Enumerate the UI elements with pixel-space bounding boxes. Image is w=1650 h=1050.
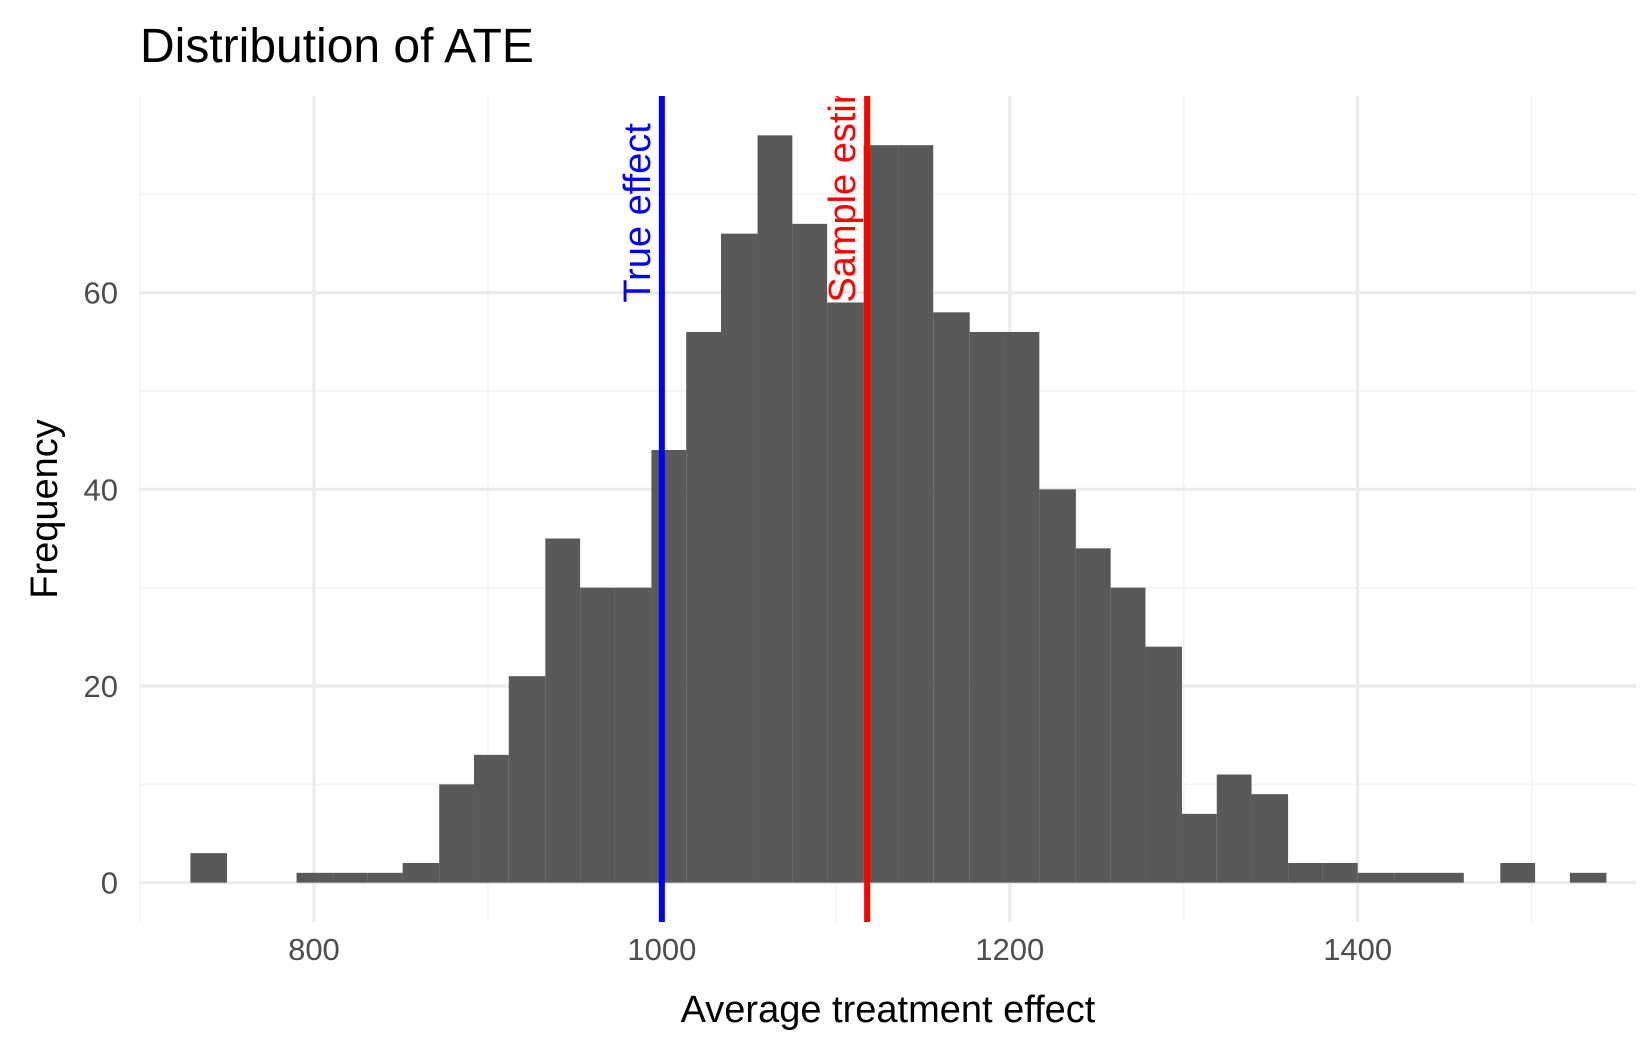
- histogram-bar: [1428, 872, 1464, 883]
- sample-estimate-label: Sample estimate: [822, 20, 864, 303]
- y-axis-ticks: 0 20 40 60: [84, 276, 118, 901]
- histogram-bar: [1145, 646, 1182, 883]
- histogram-bar: [969, 332, 1005, 883]
- histogram-bar: [333, 872, 368, 883]
- histogram-bar: [190, 853, 227, 883]
- histogram-bar: [545, 538, 581, 883]
- histogram-bar: [1181, 813, 1217, 883]
- y-tick-label: 40: [84, 472, 118, 507]
- reference-line-labels: True effect Sample estimate: [617, 20, 864, 303]
- histogram-bar: [1075, 548, 1111, 883]
- histogram-bar: [473, 754, 509, 883]
- histogram-bar: [367, 872, 403, 883]
- histogram-bar: [1216, 774, 1252, 883]
- x-axis-ticks: 800 1000 1200 1400: [288, 932, 1392, 967]
- histogram-bar: [1110, 587, 1146, 883]
- histogram-bar: [1500, 863, 1536, 883]
- histogram-bar: [296, 872, 334, 883]
- histogram-bar: [1288, 863, 1323, 883]
- histogram-bars: [190, 135, 1607, 883]
- histogram-bar: [508, 676, 546, 883]
- x-axis-title: Average treatment effect: [681, 989, 1096, 1031]
- histogram-bar: [402, 863, 440, 883]
- x-tick-label: 800: [288, 932, 340, 967]
- histogram-bar: [898, 145, 934, 883]
- histogram-bar: [651, 450, 687, 883]
- histogram-bar: [1394, 872, 1429, 883]
- histogram-bar: [827, 302, 864, 883]
- y-axis-title: Frequency: [24, 419, 66, 599]
- y-tick-label: 60: [84, 276, 118, 311]
- chart-title: Distribution of ATE: [140, 20, 534, 73]
- histogram-bar: [1357, 872, 1395, 883]
- histogram-bar: [1322, 863, 1358, 883]
- x-tick-label: 1200: [975, 932, 1044, 967]
- histogram-bar: [580, 587, 615, 883]
- histogram-bar: [1569, 872, 1607, 883]
- x-tick-label: 1000: [627, 932, 696, 967]
- x-tick-label: 1400: [1323, 932, 1392, 967]
- histogram-bar: [757, 135, 793, 883]
- histogram-bar: [721, 233, 758, 883]
- histogram-bar: [1251, 794, 1289, 883]
- histogram-bar: [686, 332, 722, 883]
- histogram-bar: [933, 312, 970, 883]
- reference-lines: [658, 96, 871, 922]
- histogram-bar: [1039, 489, 1076, 883]
- histogram-bar: [792, 223, 828, 883]
- true-effect-label: True effect: [617, 123, 659, 303]
- histogram-bar: [439, 784, 474, 883]
- y-tick-label: 20: [84, 669, 118, 704]
- histogram-bar: [1004, 332, 1040, 883]
- histogram-bar: [614, 587, 652, 883]
- y-tick-label: 0: [101, 866, 118, 901]
